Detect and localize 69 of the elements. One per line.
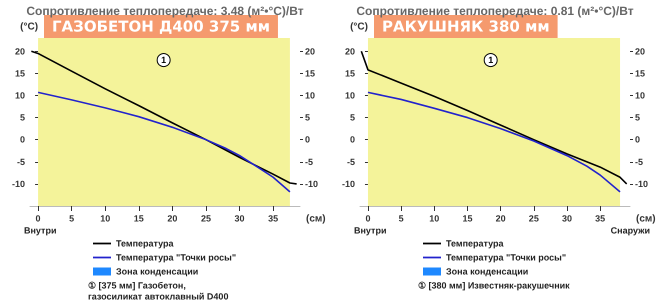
line-series	[360, 50, 628, 185]
x-tick-label: 15	[462, 214, 472, 224]
y-tick-label: 5	[350, 112, 355, 123]
y2-tick-label: 15	[305, 68, 316, 78]
y2-tick-label: 15	[635, 68, 646, 78]
x-axis-title: (см)	[636, 214, 656, 224]
y2-tick-label: 5	[305, 112, 310, 123]
x-tick-label: 5	[398, 214, 404, 224]
y-axis-title: (°C)	[350, 22, 368, 32]
chart-title: РАКУШНЯК 380 мм	[382, 18, 550, 36]
legend-label: Температура	[116, 238, 175, 248]
x-tick-label: 20	[167, 214, 178, 224]
y2-tick-label: -5	[305, 156, 314, 167]
x-tick-label: 30	[234, 214, 245, 224]
x-tick-label: 10	[100, 214, 110, 224]
y2-tick-label: -10	[635, 178, 648, 189]
y2-tick-label: 5	[635, 112, 640, 123]
x-tick-label: 35	[268, 214, 278, 224]
x-tick-label: 0	[365, 214, 370, 224]
y-tick-label: -5	[16, 156, 25, 167]
y-tick-label: 15	[14, 68, 25, 78]
text: Внутри	[24, 226, 56, 236]
x-tick-label: 30	[562, 214, 572, 224]
y-tick-label: 15	[344, 68, 355, 78]
legend-label: Зона конденсации	[116, 266, 198, 276]
annotation: 1	[161, 55, 166, 66]
y2-tick-label: 0	[635, 134, 640, 145]
x-tick-label: 20	[496, 214, 506, 224]
y2-tick-label: 10	[635, 90, 646, 100]
chart-title: ГАЗОБЕТОН Д400 375 мм	[52, 18, 270, 36]
x-tick-label: 15	[134, 214, 144, 224]
x-axis-title: (см)	[306, 214, 326, 224]
x-tick-label: 5	[69, 214, 74, 224]
y2-tick-label: 0	[305, 134, 310, 145]
text: Внутри	[354, 226, 386, 236]
line-series	[37, 92, 291, 193]
y2-tick-label: -10	[305, 178, 318, 189]
y2-tick-label: 20	[305, 46, 316, 56]
y2-tick-label: -5	[635, 156, 644, 167]
y-tick-label: 20	[14, 46, 25, 56]
line-series	[367, 92, 621, 193]
y-tick-label: 20	[344, 46, 355, 56]
x-tick-label: 0	[36, 214, 41, 224]
chart-subtitle: Сопротивление теплопередаче: 3.48 (м²•°C)/Вт	[26, 4, 304, 18]
legend-label: Температура "Точки росы"	[116, 252, 236, 262]
y-tick-label: 10	[14, 90, 25, 100]
legend-label: Температура	[446, 238, 505, 248]
y2-tick-label: 20	[635, 46, 646, 56]
y-tick-label: -10	[12, 178, 25, 189]
x-tick-label: 35	[595, 214, 606, 224]
y-tick-label: 0	[350, 134, 355, 145]
legend-label: Зона конденсации	[446, 266, 528, 276]
y-tick-label: -10	[342, 178, 355, 189]
text: Снаружи	[610, 226, 650, 236]
y2-tick-label: 10	[305, 90, 316, 100]
x-tick-label: 10	[429, 214, 440, 224]
annotation: 1	[488, 55, 494, 66]
y-tick-label: -5	[346, 156, 355, 167]
x-tick-label: 25	[528, 214, 539, 224]
y-tick-label: 5	[20, 112, 25, 123]
line-series	[30, 50, 298, 185]
y-axis-title: (°C)	[20, 22, 38, 32]
chart-subtitle: Сопротивление теплопередаче: 0.81 (м²•°C)/Вт	[356, 4, 634, 18]
text: ① [375 мм] Газобетон, газосиликат автоклавный D400	[88, 280, 228, 302]
y-tick-label: 0	[20, 134, 25, 145]
x-tick-label: 25	[200, 214, 211, 224]
y-tick-label: 10	[344, 90, 355, 100]
text: ① [380 мм] Известняк-ракушечник	[418, 280, 570, 290]
legend-label: Температура "Точки росы"	[446, 252, 566, 262]
